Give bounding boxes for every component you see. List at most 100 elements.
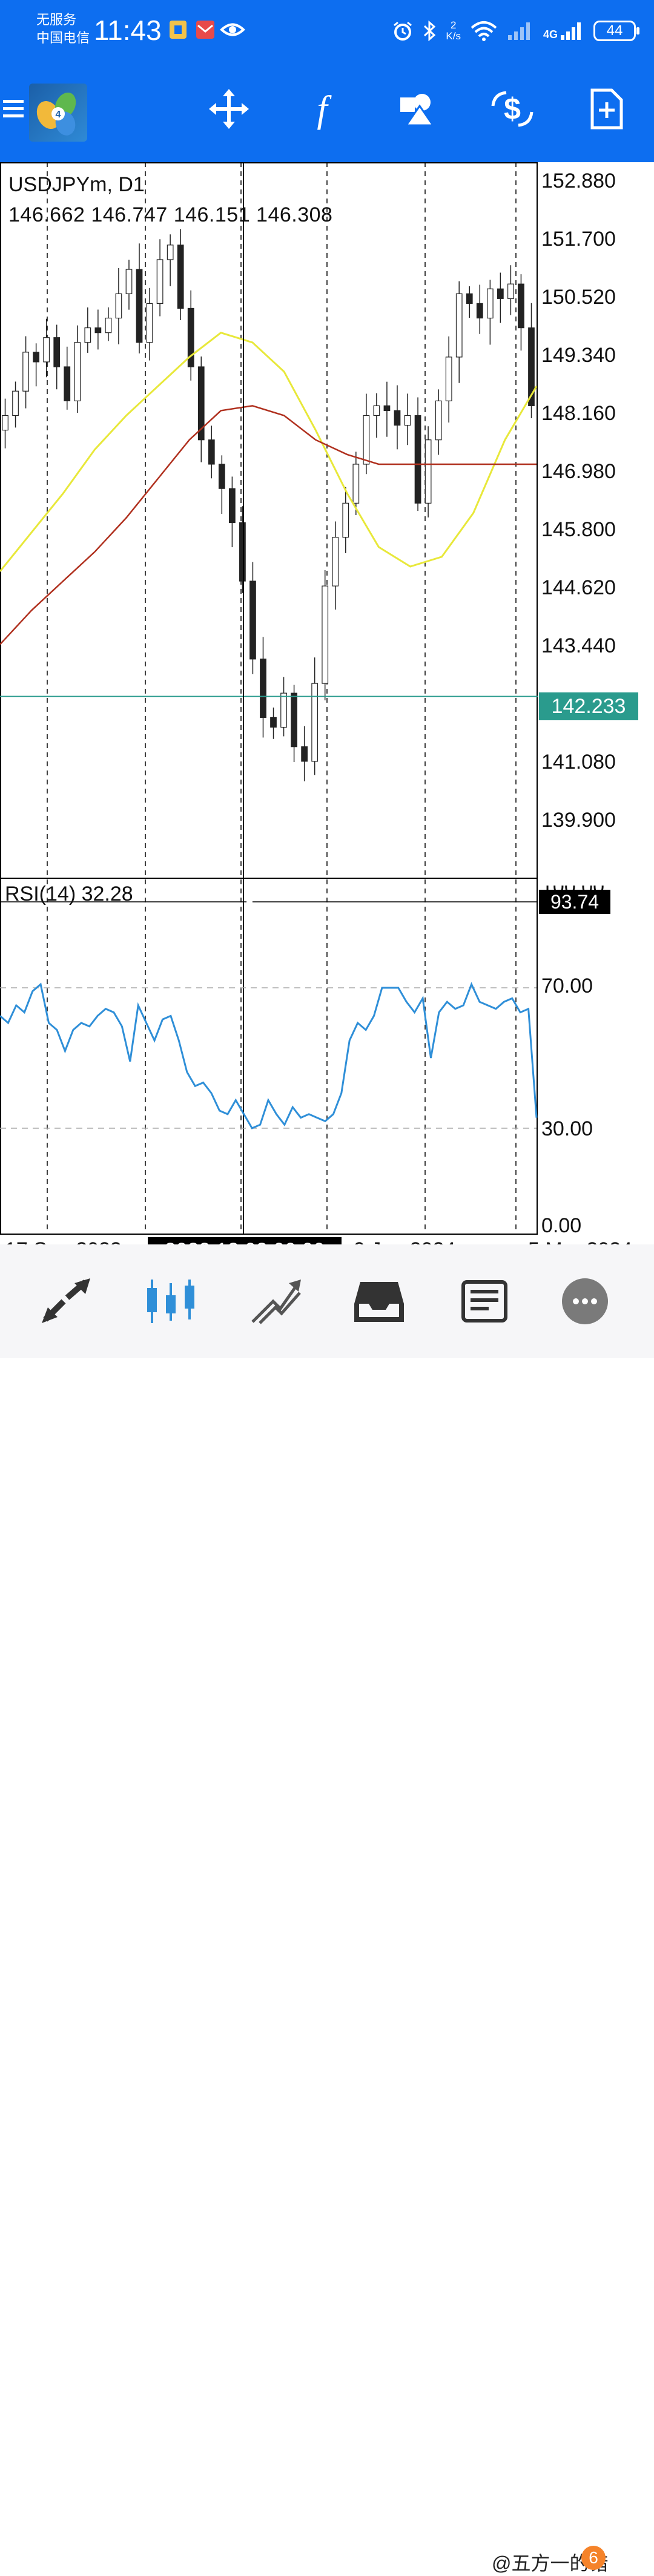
candle-body [363,415,370,465]
candle-body [115,293,122,319]
candle-body [373,405,380,416]
signal-label: 4G [543,28,558,41]
candle-body [486,288,494,319]
candle-body [208,439,215,465]
chart-canvas[interactable] [0,162,654,1244]
y-tick-label: 151.700 [541,228,616,251]
svg-text:4: 4 [56,110,61,120]
new-chart-icon[interactable] [583,85,631,133]
candle-body [455,293,463,358]
candle-body [74,342,81,401]
candle-body [33,352,40,363]
candle-body [84,327,91,343]
y-tick-label: 144.620 [541,576,616,599]
current-price-tag: 142.233 [539,692,638,720]
app-header: 无服务 中国电信 11:43 [0,0,654,162]
chart-toolbar: 4 f $ [0,61,654,162]
y-tick-label: 141.080 [541,751,616,774]
y-tick-label: 145.800 [541,518,616,541]
chart-icon[interactable] [142,1272,200,1330]
ma-slow-line [0,405,537,645]
objects-icon[interactable] [392,85,441,133]
candle-body [270,717,277,728]
carrier-line1: 无服务 [36,12,77,27]
candle-body [291,692,297,748]
y-tick-label: 139.900 [541,809,616,832]
chart-ohlc: 146.662 146.747 146.151 146.308 [8,203,333,226]
candle-body [352,464,360,504]
notification-icons [170,18,248,45]
candle-body [404,415,411,426]
eye-icon [220,23,245,36]
candle-body [445,356,452,401]
candle-body [260,659,266,718]
candle-body [125,269,133,294]
trade-icon[interactable] [247,1272,305,1330]
y-tick-label: 148.160 [541,402,616,425]
candle-body [105,317,112,334]
candle-body [332,537,339,586]
candle-body [64,366,71,401]
candle-body [528,327,535,406]
svg-text:$: $ [504,92,521,126]
rsi-title: RSI(14) 32.28 [5,882,133,905]
candle-body [156,259,164,304]
indicators-icon[interactable]: f [298,85,346,133]
candle-body [280,692,287,728]
menu-icon[interactable] [0,85,36,133]
candle-body [228,488,236,524]
carrier-line2: 中国电信 [36,30,90,45]
candle-body [22,352,29,392]
bluetooth-icon [424,21,436,41]
history-icon[interactable] [350,1272,408,1330]
chart-area[interactable]: USDJPYm, D1 146.662 146.747 146.151 146.… [0,162,654,1264]
net-speed-unit: K/s [446,30,461,42]
app-notification-icon [170,21,187,39]
battery-indicator: 44 [593,21,639,41]
carrier-text: 无服务 中国电信 [36,11,90,47]
y-tick-label: 152.880 [541,169,616,192]
candlesticks [2,229,535,781]
bottom-navigation: @五方一的错 6 [0,1244,654,2574]
rsi-crosshair-value: 93.74 [539,890,610,914]
candle-body [218,464,225,489]
candle-body [43,337,50,363]
candle-body [497,288,504,299]
status-bar: 无服务 中国电信 11:43 [0,0,654,61]
y-tick-label: 149.340 [541,344,616,367]
candle-body [301,746,308,762]
quotes-icon[interactable] [38,1272,96,1330]
system-status-icons: 2 K/s 4G [392,16,639,46]
net-speed-value: 2 [450,19,457,31]
candle-body [518,283,524,329]
candle-body [187,307,194,367]
candle-body [136,269,143,343]
wifi-icon [471,21,497,41]
candle-body [197,366,205,441]
candle-body [394,410,401,426]
candle-body [476,303,483,319]
chart-border [0,162,538,1235]
news-icon[interactable] [455,1272,514,1330]
metatrader-logo: 4 [29,84,87,142]
mobile-signal: 4G [543,21,584,41]
candle-body [424,439,432,504]
rsi-tick-label: 0.00 [541,1214,582,1237]
mail-notification-icon [196,21,214,39]
rsi-tick-label: 70.00 [541,974,593,997]
trade-icon[interactable]: $ [488,85,537,133]
candle-body [177,245,184,309]
ma-fast-line [0,332,538,572]
crosshair-move-icon[interactable] [205,85,253,133]
candle-body [239,522,246,582]
candle-body [507,283,514,299]
svg-text:f: f [317,89,332,130]
vertical-grid [47,162,517,1234]
candle-body [146,303,153,343]
messages-icon[interactable] [556,1272,614,1330]
candle-body [414,415,421,504]
rsi-tick-label: 30.00 [541,1117,593,1140]
y-tick-label: 150.520 [541,286,616,309]
status-time: 11:43 [94,15,162,46]
candle-body [435,400,442,441]
